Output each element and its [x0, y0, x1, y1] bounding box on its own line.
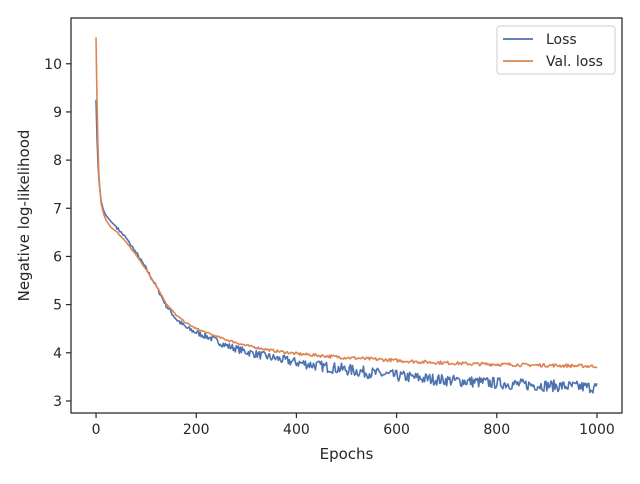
series-layer — [95, 37, 598, 394]
x-tick-label: 600 — [383, 422, 410, 438]
x-tick-label: 400 — [283, 422, 310, 438]
legend: Loss Val. loss — [496, 25, 616, 75]
y-tick-label: 4 — [53, 346, 62, 362]
x-tick-label: 200 — [183, 422, 210, 438]
y-axis-ticks: 3 4 5 6 7 8 9 10 — [44, 57, 71, 410]
y-tick-label: 5 — [53, 298, 62, 314]
legend-label-loss: Loss — [546, 32, 577, 48]
x-axis-ticks: 0 200 400 600 800 1000 — [92, 413, 615, 438]
y-tick-label: 10 — [44, 57, 62, 73]
y-tick-label: 3 — [53, 394, 62, 410]
legend-label-val-loss: Val. loss — [546, 54, 603, 70]
series-line-val-loss — [95, 37, 598, 369]
x-tick-label: 0 — [92, 422, 101, 438]
series-line-loss — [95, 99, 598, 394]
y-tick-label: 9 — [53, 105, 62, 121]
y-tick-label: 8 — [53, 153, 62, 169]
y-axis-label: Negative log-likelihood — [15, 130, 33, 302]
legend-box — [496, 25, 616, 75]
x-tick-label: 1000 — [579, 422, 615, 438]
y-tick-label: 7 — [53, 201, 62, 217]
x-tick-label: 800 — [483, 422, 510, 438]
y-tick-label: 6 — [53, 249, 62, 265]
x-axis-label: Epochs — [320, 445, 374, 463]
plot-area-frame — [70, 17, 623, 414]
